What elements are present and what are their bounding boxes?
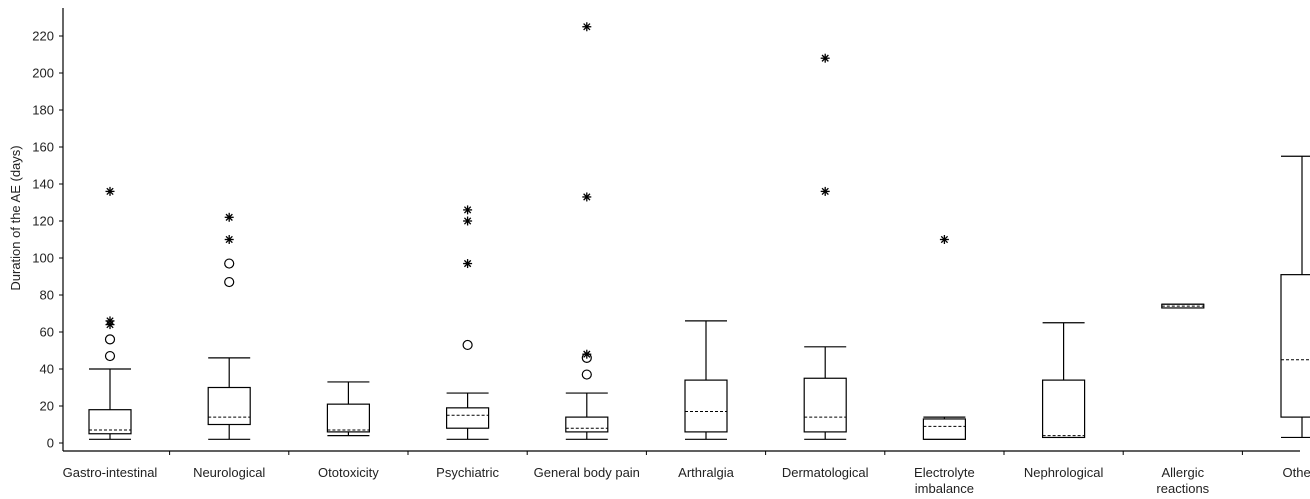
x-tick-label: Others xyxy=(1282,465,1310,480)
box-gastro-intestinal xyxy=(88,186,132,440)
x-tick-label: Psychiatric xyxy=(436,465,499,480)
outlier-star xyxy=(463,259,473,269)
outlier-circle xyxy=(224,258,235,269)
outlier-star xyxy=(105,316,115,326)
y-tick-label: 140 xyxy=(32,177,54,192)
outlier-star xyxy=(582,22,592,32)
box-neurological xyxy=(207,212,251,440)
outlier-circle xyxy=(104,350,116,362)
iqr-box xyxy=(922,418,967,440)
y-tick-label: 220 xyxy=(32,29,54,44)
box-electrolyte-imbalance xyxy=(922,235,967,440)
iqr-box xyxy=(207,386,251,426)
x-tick-label: Electrolyte imbalance xyxy=(914,465,975,496)
y-tick-label: 80 xyxy=(40,288,54,303)
y-tick-label: 180 xyxy=(32,103,54,118)
x-tick-label: Ototoxicity xyxy=(318,465,379,480)
iqr-box xyxy=(1041,379,1086,439)
y-tick-label: 100 xyxy=(32,251,54,266)
outlier-star xyxy=(820,186,830,196)
x-tick-label: Nephrological xyxy=(1024,465,1104,480)
outlier-circle xyxy=(224,276,235,288)
iqr-box xyxy=(565,416,609,433)
x-tick-label: Dermatological xyxy=(782,465,869,480)
y-tick-label: 160 xyxy=(32,140,54,155)
y-tick-label: 20 xyxy=(40,399,54,414)
iqr-box xyxy=(684,379,728,433)
x-tick-label: Gastro-intestinal xyxy=(63,465,158,480)
outlier-star xyxy=(224,235,234,244)
outlier-star xyxy=(463,205,473,215)
outlier-circle xyxy=(581,369,592,380)
outlier-circle xyxy=(462,339,473,351)
box-arthralgia xyxy=(684,320,728,440)
outlier-star xyxy=(939,235,949,244)
iqr-box xyxy=(803,377,847,433)
y-tick-label: 60 xyxy=(40,325,54,340)
box-psychiatric xyxy=(446,205,490,440)
box-general-body-pain xyxy=(565,22,609,440)
box-dermatological xyxy=(803,53,847,440)
x-tick-label: Allergic reactions xyxy=(1156,465,1209,496)
axes: 0 20 40 60 80 100 120 140 160 180 200 220 Gastro-int… xyxy=(32,8,1310,496)
box-nephrological xyxy=(1041,322,1086,439)
x-tick-label: Neurological xyxy=(193,465,265,480)
iqr-box xyxy=(446,407,490,429)
iqr-box xyxy=(1280,274,1310,418)
outlier-star xyxy=(105,186,115,196)
iqr-box xyxy=(326,403,370,433)
boxes-group xyxy=(88,22,1310,440)
box-others xyxy=(1280,155,1310,439)
outlier-star xyxy=(820,53,830,63)
outlier-star xyxy=(224,212,234,222)
box-allergic-reactions xyxy=(1161,303,1205,309)
y-tick-label: 40 xyxy=(40,362,54,377)
y-tick-label: 0 xyxy=(47,436,54,451)
y-tick-label: 200 xyxy=(32,66,54,81)
outlier-star xyxy=(582,349,592,359)
y-tick-label: 120 xyxy=(32,214,54,229)
outlier-circle xyxy=(104,334,116,345)
x-tick-label: General body pain xyxy=(534,465,640,480)
outlier-star xyxy=(463,216,473,226)
box-ototoxicity xyxy=(326,381,370,437)
y-axis-label: Duration of the AE (days) xyxy=(8,145,23,290)
outlier-star xyxy=(582,192,592,202)
x-tick-label: Arthralgia xyxy=(678,465,734,480)
